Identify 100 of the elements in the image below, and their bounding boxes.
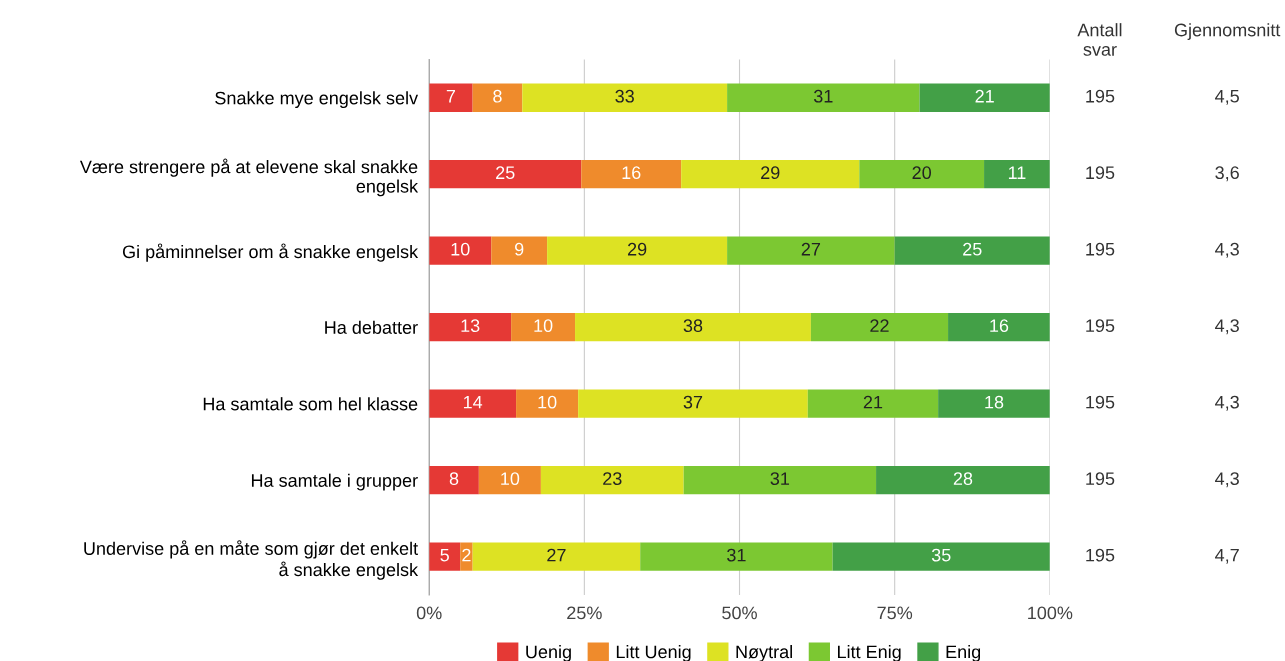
bar [984,160,1050,189]
y-tick-label: Gi påminnelser om å snakke engelsk [122,243,419,262]
data-label: 18 [985,395,1004,409]
text: 3,6 [1215,166,1239,182]
text: 4,3 [1215,395,1239,411]
bar [727,83,920,112]
bar [491,236,548,265]
x-tick-label: 100% [1028,606,1073,620]
data-label: 21 [975,89,994,103]
y-tick-label: Være strengere på at elevene skal snakke engelsk [79,158,419,197]
text: 195 [1086,166,1115,180]
data-label: 31 [727,548,746,562]
data-label: 16 [990,319,1009,333]
y-tick-label: Ha samtale som hel klasse [203,397,418,411]
bar [578,389,808,418]
text: 195 [1086,472,1115,486]
text: 4,3 [1215,319,1239,335]
legend-label: Uenig [526,645,571,661]
data-label: 13 [461,319,480,333]
data-label: 27 [801,242,821,256]
y-tick-label: Snakke mye engelsk selv [215,91,419,109]
text: 195 [1086,395,1115,409]
text: 195 [1086,89,1115,103]
bar [472,83,523,112]
data-label: 9 [515,242,524,256]
bar [478,466,541,495]
data-label: 10 [534,319,553,333]
bar [919,83,1050,112]
bar [429,83,473,112]
bar [547,236,728,265]
bar [522,83,728,112]
bar [727,236,895,265]
legend-label: Enig [946,645,981,661]
text: 4,3 [1215,242,1239,258]
text: 4,5 [1215,89,1239,105]
bar [894,236,1050,265]
text: 4,7 [1215,548,1239,564]
data-label: 8 [493,89,502,103]
data-label: 31 [770,472,790,486]
y-tick-label: Ha debatter [325,320,418,334]
bar [429,389,517,418]
bar [581,160,682,189]
data-label: 16 [622,166,641,180]
bar [938,389,1050,418]
data-label: 31 [813,89,833,103]
text: Antall svar [1077,23,1122,56]
text: 195 [1086,242,1115,256]
data-label: 28 [953,472,973,486]
bar [683,466,877,495]
data-label: 8 [449,472,459,486]
data-label: 14 [463,395,483,409]
data-label: 37 [683,395,703,409]
bar [472,542,641,571]
legend-label: Nøytral [736,645,792,661]
data-label: 22 [870,319,889,332]
data-label: 33 [615,89,634,103]
legend-label: Litt Enig [838,645,901,661]
data-label: 29 [627,242,647,256]
text: 195 [1086,319,1115,333]
bar [876,466,1050,495]
data-label: 5 [440,548,449,562]
x-tick-label: 25% [567,606,602,620]
text: Gjennomsnitt [1174,23,1281,40]
data-label: 23 [603,472,622,486]
bar [948,313,1050,342]
data-label: 10 [538,395,557,409]
data-label: 38 [683,319,703,333]
bar [859,160,985,189]
bar [807,389,939,418]
bar [516,389,579,418]
data-label: 2 [462,548,471,562]
bar [640,542,833,571]
data-label: 21 [863,395,883,409]
bar [681,160,860,189]
bar [540,466,684,495]
y-tick-label: Ha samtale i grupper [251,473,418,491]
data-label: 25 [963,242,982,256]
bar [429,160,582,189]
bar [429,542,461,571]
bar [832,542,1050,571]
data-label: 27 [547,548,566,562]
text: 195 [1086,548,1115,562]
data-label: 10 [501,472,520,486]
text: 4,3 [1215,472,1239,488]
bar [810,313,949,342]
x-tick-label: 0% [416,606,442,620]
data-label: 35 [931,548,951,562]
bar [511,313,576,342]
bar [429,313,512,342]
bar [429,236,492,265]
data-label: 10 [451,242,470,256]
y-tick-label: Undervise på en måte som gjør det enkelt å snakke engelsk [84,540,419,580]
data-label: 20 [912,166,932,180]
bar [460,542,473,571]
bar [429,466,479,495]
bar [575,313,811,342]
legend-label: Litt Uenig [616,645,691,661]
x-tick-label: 50% [722,606,757,620]
data-label: 11 [1008,166,1026,179]
x-tick-label: 75% [877,606,913,620]
